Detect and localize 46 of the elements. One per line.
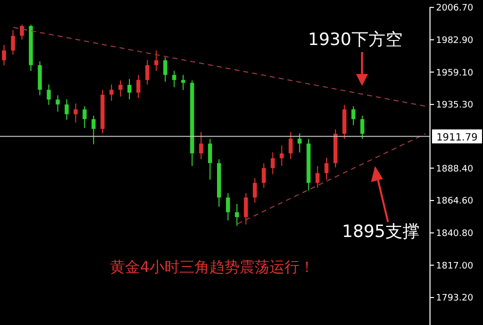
candlestick: [316, 166, 320, 188]
candlestick: [234, 204, 239, 226]
y-tick-label: 1817.00: [436, 261, 474, 272]
candlestick: [351, 106, 356, 126]
candlestick: [20, 24, 24, 40]
candlestick: [127, 78, 132, 100]
candlestick: [154, 50, 158, 72]
annotation: 1895支撑: [342, 221, 420, 243]
candlestick: [172, 70, 176, 88]
candlestick: [324, 157, 328, 180]
candlestick: [118, 80, 122, 98]
y-tick-label: 1888.40: [436, 164, 474, 174]
candlestick: [145, 60, 150, 85]
y-tick-label: 1793.20: [436, 294, 474, 304]
y-tick-label: 1959.10: [436, 68, 474, 78]
candlestick: [64, 98, 69, 120]
candlestick: [360, 115, 364, 140]
y-tick-label: 1935.30: [436, 100, 474, 111]
candlestick: [208, 138, 212, 180]
candlestick: [298, 132, 302, 153]
candlestick: [280, 145, 284, 166]
y-tick-label: 1864.60: [436, 196, 474, 207]
candlestick: [244, 192, 248, 225]
candlestick: [92, 115, 96, 145]
y-tick-label: 1982.90: [436, 36, 474, 46]
candlestick: [262, 162, 266, 188]
candlestick: [136, 74, 140, 99]
candlestick: [181, 74, 186, 90]
candlestick: [82, 106, 87, 128]
candlestick: [270, 152, 275, 175]
y-tick-label: 1840.80: [436, 229, 474, 240]
candlestick: [226, 192, 230, 221]
candlestick: [199, 132, 204, 160]
candlestick: [10, 30, 15, 56]
candlestick: [163, 56, 168, 82]
annotation: 1930下方空: [308, 29, 402, 51]
candlestick: [252, 178, 257, 204]
candlestick: [46, 84, 51, 106]
candlestick: [56, 94, 60, 112]
ref-line-label: 1911.79: [436, 132, 478, 144]
candlestick: [110, 84, 114, 102]
candlestick: [2, 44, 6, 66]
candlestick: [288, 132, 293, 160]
y-tick-label: 2006.70: [436, 4, 474, 14]
annotation: 黄金4小时三角趋势震荡运行！: [110, 258, 315, 277]
candlestick: [74, 102, 78, 124]
